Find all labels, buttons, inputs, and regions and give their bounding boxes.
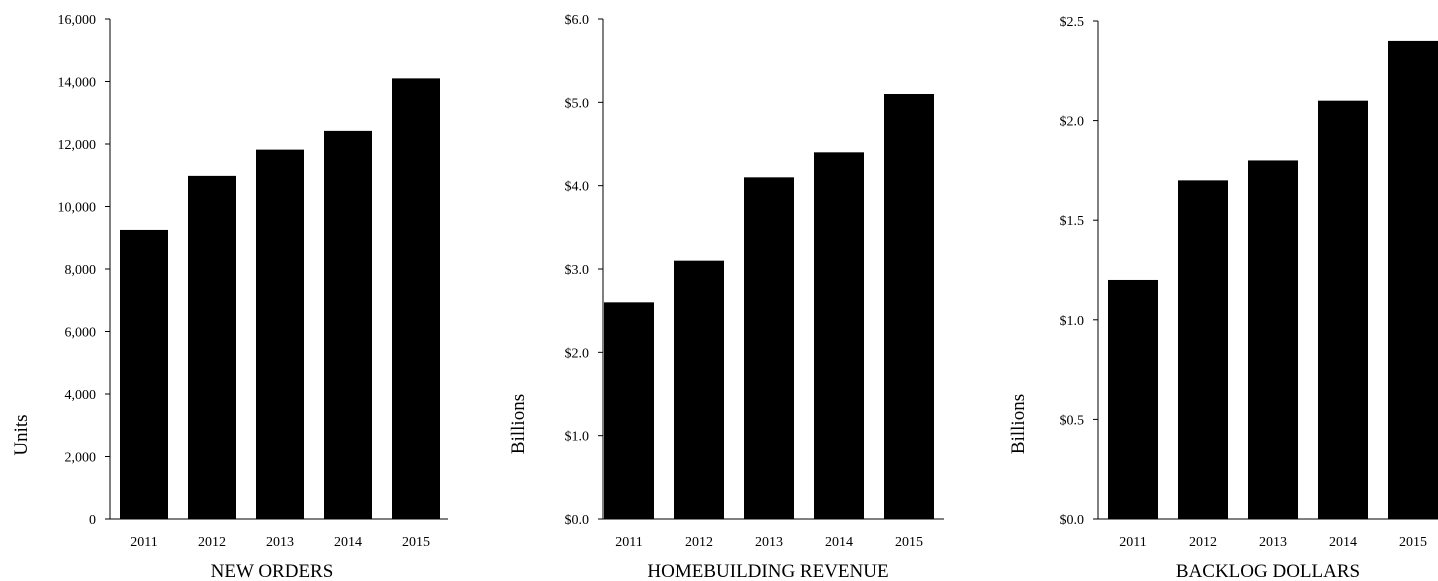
x-tick-label: 2015 xyxy=(402,535,430,550)
y-axis-title: Billions xyxy=(1008,394,1029,454)
y-tick-label: 2,000 xyxy=(65,451,97,466)
bar-2015 xyxy=(1388,40,1438,520)
x-tick-label: 2012 xyxy=(1189,535,1217,550)
y-tick-label: $2.0 xyxy=(565,346,590,361)
x-tick-label: 2013 xyxy=(755,535,783,550)
bar-2012 xyxy=(674,260,724,519)
backlog-dollars-chart: Billions BACKLOG DOLLARS $0.0 $0.5 $1.0 $1.… xyxy=(1008,15,1438,581)
x-tick-label: 2011 xyxy=(615,535,642,550)
y-tick-label: 14,000 xyxy=(58,76,97,91)
y-tick-label: 10,000 xyxy=(58,201,97,216)
bar-2012 xyxy=(1178,180,1228,520)
x-tick-label: 2013 xyxy=(266,535,294,550)
y-tick-label: 12,000 xyxy=(58,138,97,153)
y-tick-label: $2.0 xyxy=(1060,115,1085,130)
x-tick-label: 2012 xyxy=(685,535,713,550)
x-tick-label: 2011 xyxy=(1119,535,1146,550)
y-tick-label: 8,000 xyxy=(65,263,97,278)
y-tick-label: 16,000 xyxy=(58,13,97,28)
bar-2013 xyxy=(1248,160,1298,519)
y-axis-title: Billions xyxy=(508,394,529,454)
bar-2012 xyxy=(188,175,236,519)
y-tick-label: 0 xyxy=(89,513,96,528)
bar-2013 xyxy=(256,149,304,519)
bar-2011 xyxy=(604,302,654,519)
bar-2011 xyxy=(1108,279,1158,519)
chart-title: NEW ORDERS xyxy=(211,561,334,581)
y-tick-label: $1.0 xyxy=(565,430,590,445)
bar-2014 xyxy=(814,152,864,520)
x-tick-label: 2014 xyxy=(334,535,362,550)
y-tick-label: 4,000 xyxy=(65,388,97,403)
bar-2011 xyxy=(120,229,168,519)
x-tick-label: 2011 xyxy=(130,535,157,550)
y-tick-label: $0.5 xyxy=(1060,413,1085,428)
x-tick-label: 2015 xyxy=(895,535,923,550)
y-tick-label: $2.5 xyxy=(1060,15,1085,30)
x-tick-label: 2015 xyxy=(1399,535,1427,550)
y-tick-label: $0.0 xyxy=(1060,513,1085,528)
x-tick-label: 2014 xyxy=(825,535,853,550)
x-tick-label: 2013 xyxy=(1259,535,1287,550)
y-tick-label: $1.5 xyxy=(1060,214,1085,229)
bar-2015 xyxy=(884,94,934,519)
bar-2014 xyxy=(324,130,372,519)
bar-2015 xyxy=(392,78,440,519)
y-tick-label: $6.0 xyxy=(565,13,590,28)
chart-title: BACKLOG DOLLARS xyxy=(1176,561,1360,581)
x-tick-label: 2014 xyxy=(1329,535,1357,550)
y-tick-label: $0.0 xyxy=(565,513,590,528)
new-orders-chart: Units NEW ORDERS 0 2,000 4,000 6,000 8,000 10… xyxy=(11,13,448,581)
y-tick-label: 6,000 xyxy=(65,326,97,341)
y-axis-title: Units xyxy=(11,414,32,455)
chart-title: HOMEBUILDING REVENUE xyxy=(647,561,888,581)
bar-2013 xyxy=(744,177,794,520)
y-tick-label: $1.0 xyxy=(1060,314,1085,329)
y-tick-label: $3.0 xyxy=(565,263,590,278)
y-tick-label: $4.0 xyxy=(565,180,590,195)
homebuilding-revenue-chart: Billions HOMEBUILDING REVENUE $0.0 $1.0 $2… xyxy=(508,13,944,581)
x-tick-label: 2012 xyxy=(198,535,226,550)
bar-2014 xyxy=(1318,100,1368,520)
y-tick-label: $5.0 xyxy=(565,96,590,111)
